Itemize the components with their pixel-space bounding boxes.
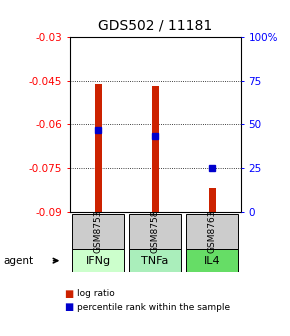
Text: ■: ■ [64,302,73,312]
Bar [152,86,159,212]
Bar [129,214,181,249]
Text: percentile rank within the sample: percentile rank within the sample [77,303,230,312]
Text: GSM8753: GSM8753 [94,210,103,253]
Text: IL4: IL4 [204,256,220,266]
Bar [209,188,215,212]
Text: ■: ■ [64,289,73,299]
Text: GDS502 / 11181: GDS502 / 11181 [98,18,212,32]
Text: IFNg: IFNg [86,256,111,266]
Bar [95,84,101,212]
Bar [186,214,238,249]
Text: agent: agent [3,256,33,266]
Text: GSM8758: GSM8758 [151,210,160,253]
Text: TNFa: TNFa [142,256,169,266]
Bar [129,249,181,272]
Bar [72,214,124,249]
Text: GSM8763: GSM8763 [208,210,217,253]
Bar [72,249,124,272]
Text: log ratio: log ratio [77,290,115,298]
Bar [186,249,238,272]
